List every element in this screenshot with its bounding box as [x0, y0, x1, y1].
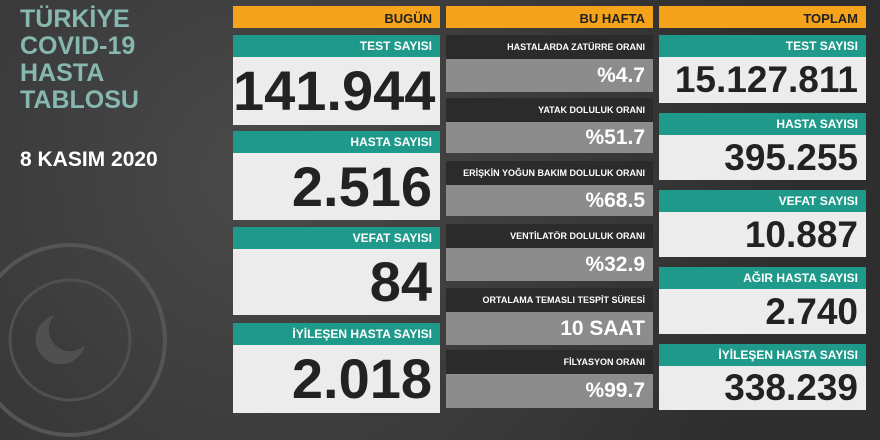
cell-value: 10.887 [659, 212, 866, 257]
date: 8 KASIM 2020 [20, 148, 158, 171]
cell-label: ORTALAMA TEMASLI TESPİT SÜRESİ [446, 288, 653, 312]
cell-label: VENTİLATÖR DOLULUK ORANI [446, 224, 653, 248]
cell-value: 338.239 [659, 366, 866, 410]
cell-label: ERİŞKİN YOĞUN BAKIM DOLULUK ORANI [446, 161, 653, 185]
cell-label: HASTALARDA ZATÜRRE ORANI [446, 35, 653, 59]
cell-value: 395.255 [659, 135, 866, 180]
cell-value: %99.7 [446, 374, 653, 408]
cell-label: İYİLEŞEN HASTA SAYISI [233, 323, 440, 345]
column-header: BU HAFTA [446, 6, 653, 28]
cell-label: TEST SAYISI [233, 35, 440, 57]
cell-value: 141.944 [233, 57, 440, 125]
cell-label: HASTA SAYISI [233, 131, 440, 153]
cell-value: 84 [233, 249, 440, 315]
column-header: BUGÜN [233, 6, 440, 28]
cell-value: 2.018 [233, 345, 440, 413]
title-line: TABLOSU [20, 86, 139, 114]
cell-value: 10 SAAT [446, 312, 653, 345]
cell-label: TEST SAYISI [659, 35, 866, 57]
cell-label: VEFAT SAYISI [659, 190, 866, 212]
cell-label: VEFAT SAYISI [233, 227, 440, 249]
cell-label: AĞIR HASTA SAYISI [659, 267, 866, 289]
cell-label: İYİLEŞEN HASTA SAYISI [659, 344, 866, 366]
cell-label: FİLYASYON ORANI [446, 350, 653, 374]
column-header: TOPLAM [659, 6, 866, 28]
cell-value: %4.7 [446, 59, 653, 92]
emblem [0, 243, 167, 437]
cell-value: 15.127.811 [659, 57, 866, 103]
cell-label: HASTA SAYISI [659, 113, 866, 135]
cell-value: %32.9 [446, 248, 653, 281]
cell-value: %68.5 [446, 185, 653, 216]
title-line: HASTA [20, 59, 105, 87]
cell-label: YATAK DOLULUK ORANI [446, 98, 653, 122]
cell-value: %51.7 [446, 122, 653, 153]
title-line: COVID-19 [20, 32, 136, 60]
title-line: TÜRKİYE [20, 5, 130, 33]
cell-value: 2.516 [233, 153, 440, 220]
cell-value: 2.740 [659, 289, 866, 334]
